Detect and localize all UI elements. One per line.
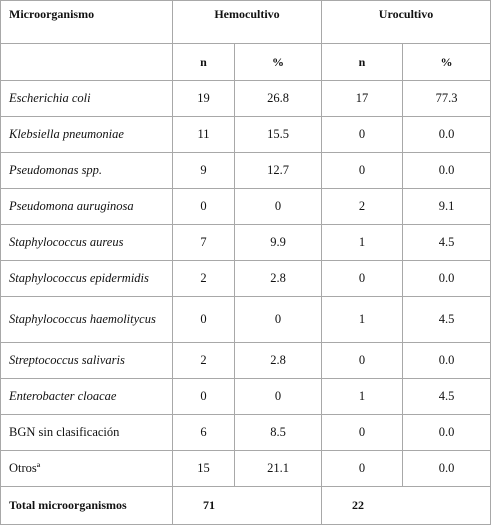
organism-cell: Klebsiella pneumoniae	[0, 116, 173, 153]
value-cell: 0.0	[402, 414, 491, 451]
subheader-cell: n	[172, 43, 235, 81]
value-cell: 0	[321, 414, 404, 451]
value-cell: 19	[172, 80, 235, 117]
value-cell: 11	[172, 116, 235, 153]
table-row: Enterobacter cloacae 0 0 1 4.5	[0, 378, 491, 415]
total-row: Total microorganismos 71 22	[0, 486, 491, 525]
table-row: Escherichia coli 19 26.8 17 77.3	[0, 80, 491, 117]
organism-cell: Pseudomona auruginosa	[0, 188, 173, 225]
organism-cell: Streptococcus salivaris	[0, 342, 173, 379]
value-cell: 0	[233, 296, 323, 343]
value-cell: 0	[321, 152, 404, 189]
value-cell: 9	[172, 152, 235, 189]
value-cell: 77.3	[402, 80, 491, 117]
organism-cell: Staphylococcus haemolitycus	[0, 296, 173, 343]
table-row: Otrosª 15 21.1 0 0.0	[0, 450, 491, 487]
value-cell: 17	[321, 80, 404, 117]
value-cell: 2	[172, 260, 235, 297]
value-cell: 2	[172, 342, 235, 379]
value-cell: 1	[321, 296, 404, 343]
table-row: Staphylococcus epidermidis 2 2.8 0 0.0	[0, 260, 491, 297]
organism-cell: Staphylococcus epidermidis	[0, 260, 173, 297]
header-cell: Hemocultivo	[171, 0, 323, 44]
total-cell: 22	[321, 486, 491, 525]
value-cell: 0.0	[402, 342, 491, 379]
value-cell: 0	[233, 188, 323, 225]
value-cell: 0	[321, 116, 404, 153]
table-row: Pseudomonas spp. 9 12.7 0 0.0	[0, 152, 491, 189]
table-row: Klebsiella pneumoniae 11 15.5 0 0.0	[0, 116, 491, 153]
subheader-cell: %	[402, 43, 491, 81]
value-cell: 8.5	[233, 414, 323, 451]
header-row: Microorganismo Hemocultivo Urocultivo	[0, 0, 491, 44]
value-cell: 6	[172, 414, 235, 451]
value-cell: 2.8	[233, 260, 323, 297]
value-cell: 1	[321, 224, 404, 261]
value-cell: 2	[321, 188, 404, 225]
value-cell: 0	[321, 260, 404, 297]
value-cell: 0	[172, 188, 235, 225]
header-cell: Microorganismo	[0, 0, 173, 44]
table-body: Escherichia coli 19 26.8 17 77.3 Klebsiella p…	[0, 80, 491, 487]
value-cell: 9.1	[402, 188, 491, 225]
value-cell: 0.0	[402, 260, 491, 297]
value-cell: 2.8	[233, 342, 323, 379]
value-cell: 21.1	[233, 450, 323, 487]
value-cell: 4.5	[402, 296, 491, 343]
value-cell: 0.0	[402, 116, 491, 153]
value-cell: 26.8	[233, 80, 323, 117]
value-cell: 1	[321, 378, 404, 415]
table-row: BGN sin clasificación 6 8.5 0 0.0	[0, 414, 491, 451]
table-row: Staphylococcus aureus 7 9.9 1 4.5	[0, 224, 491, 261]
empty-cell	[0, 43, 173, 81]
value-cell: 0	[321, 342, 404, 379]
organism-cell: BGN sin clasificación	[0, 414, 173, 451]
value-cell: 0	[172, 296, 235, 343]
value-cell: 4.5	[402, 378, 491, 415]
table-row: Staphylococcus haemolitycus 0 0 1 4.5	[0, 296, 491, 343]
organism-cell: Staphylococcus aureus	[0, 224, 173, 261]
subheader-cell: n	[321, 43, 404, 81]
value-cell: 4.5	[402, 224, 491, 261]
value-cell: 9.9	[233, 224, 323, 261]
subheader-row: n % n %	[0, 43, 491, 81]
table-row: Pseudomona auruginosa 0 0 2 9.1	[0, 188, 491, 225]
organism-cell: Otrosª	[0, 450, 173, 487]
value-cell: 0.0	[402, 450, 491, 487]
value-cell: 12.7	[233, 152, 323, 189]
organism-cell: Pseudomonas spp.	[0, 152, 173, 189]
subheader-cell: %	[233, 43, 323, 81]
value-cell: 15	[172, 450, 235, 487]
total-cell: 71	[171, 486, 323, 525]
header-cell: Urocultivo	[321, 0, 491, 44]
value-cell: 15.5	[233, 116, 323, 153]
value-cell: 0.0	[402, 152, 491, 189]
value-cell: 0	[233, 378, 323, 415]
value-cell: 0	[321, 450, 404, 487]
value-cell: 7	[172, 224, 235, 261]
table-row: Streptococcus salivaris 2 2.8 0 0.0	[0, 342, 491, 379]
total-label: Total microorganismos	[0, 486, 173, 525]
organism-cell: Escherichia coli	[0, 80, 173, 117]
organism-cell: Enterobacter cloacae	[0, 378, 173, 415]
value-cell: 0	[172, 378, 235, 415]
